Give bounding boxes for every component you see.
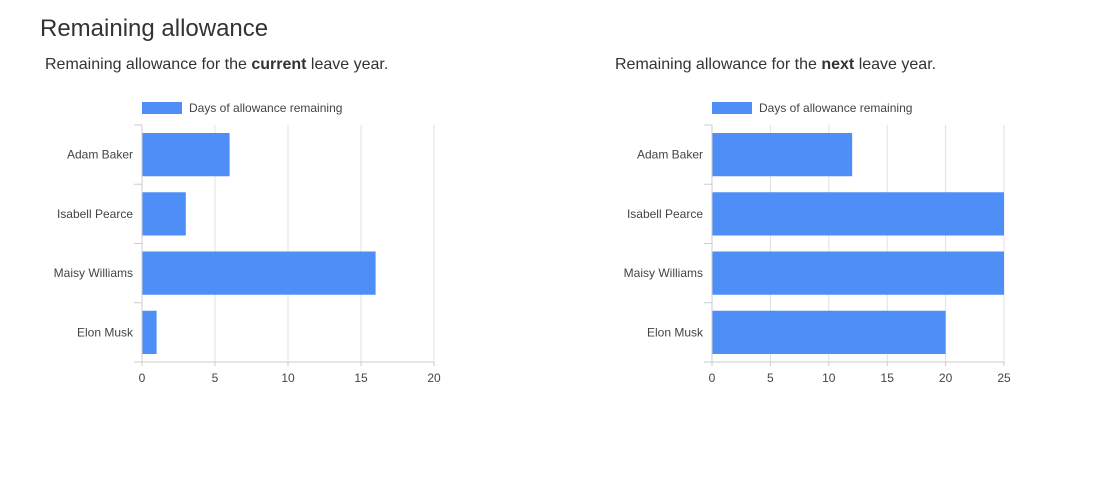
x-tick-label: 10 [281, 371, 295, 385]
bar[interactable] [712, 192, 1004, 236]
legend-swatch [712, 102, 752, 114]
legend-label: Days of allowance remaining [759, 101, 912, 115]
caption-emphasis: next [821, 56, 855, 73]
caption-suffix: leave year. [306, 56, 389, 73]
caption-emphasis: current [251, 56, 307, 73]
x-tick-label: 15 [354, 371, 368, 385]
category-label: Elon Musk [77, 325, 134, 339]
bar[interactable] [142, 192, 186, 236]
x-tick-label: 20 [939, 371, 953, 385]
next-year-chart: Days of allowance remaining Adam Baker Isa… [624, 101, 1011, 385]
bar[interactable] [712, 251, 1004, 295]
x-tick-label: 10 [822, 371, 836, 385]
x-tick-label: 0 [709, 371, 716, 385]
legend-swatch [142, 102, 182, 114]
legend: Days of allowance remaining [712, 101, 912, 115]
x-tick-label: 5 [212, 371, 219, 385]
category-label: Elon Musk [647, 325, 704, 339]
next-year-caption: Remaining allowance for the next leave y… [615, 56, 936, 74]
category-label: Maisy Williams [54, 266, 133, 280]
bar[interactable] [142, 310, 157, 355]
legend: Days of allowance remaining [142, 101, 342, 115]
current-year-chart: Days of allowance remaining Adam Baker Isa… [54, 101, 441, 385]
legend-label: Days of allowance remaining [189, 101, 342, 115]
x-tick-label: 25 [997, 371, 1011, 385]
bar[interactable] [712, 310, 946, 355]
category-label: Isabell Pearce [627, 207, 703, 221]
category-label: Adam Baker [67, 148, 133, 162]
category-label: Adam Baker [637, 148, 703, 162]
x-tick-label: 5 [767, 371, 774, 385]
bar[interactable] [142, 132, 230, 177]
x-tick-label: 0 [139, 371, 146, 385]
caption-suffix: leave year. [854, 56, 937, 73]
current-year-caption: Remaining allowance for the current leav… [45, 56, 388, 74]
x-tick-label: 15 [881, 371, 895, 385]
category-label: Isabell Pearce [57, 207, 133, 221]
page-title: Remaining allowance [40, 15, 269, 42]
category-label: Maisy Williams [624, 266, 703, 280]
x-tick-label: 20 [427, 371, 441, 385]
bar[interactable] [712, 132, 853, 177]
caption-prefix: Remaining allowance for the [45, 56, 252, 73]
bar[interactable] [142, 251, 376, 295]
caption-prefix: Remaining allowance for the [615, 56, 822, 73]
